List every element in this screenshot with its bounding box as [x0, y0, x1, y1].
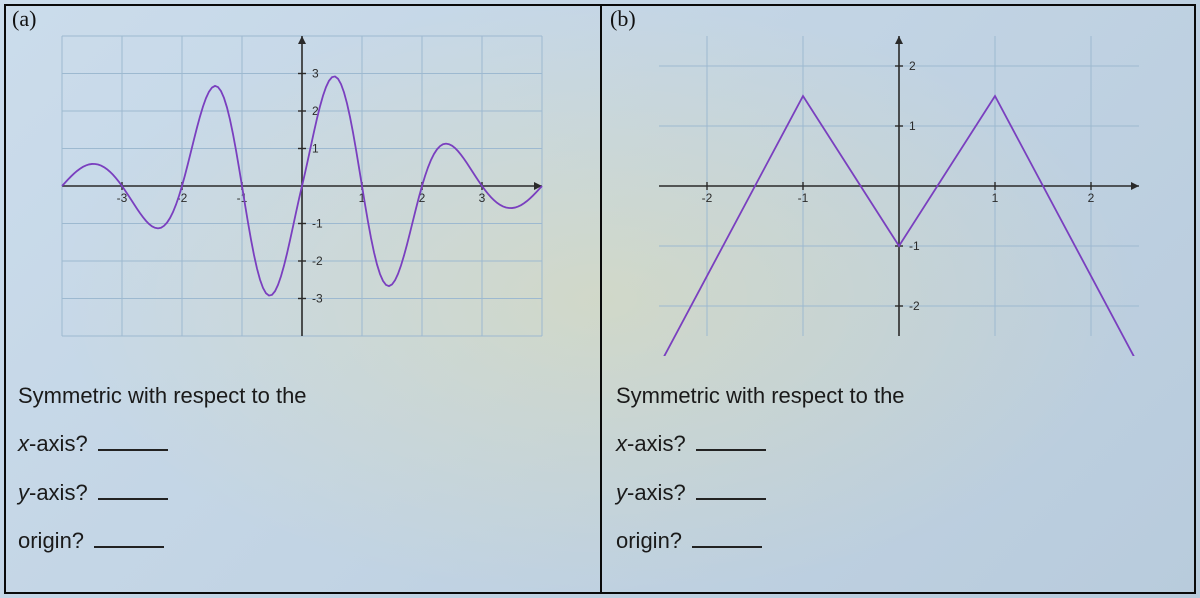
blank-b-origin[interactable] [692, 524, 762, 548]
questions-heading: Symmetric with respect to the [616, 372, 1182, 420]
panel-a-chart: -3-2-1123-3-2-1123 [42, 16, 562, 356]
blank-a-yaxis[interactable] [98, 476, 168, 500]
panel-b-chart: -2 -1 1 2 -2 -1 1 2 [639, 16, 1159, 356]
svg-text:-1: -1 [237, 191, 248, 205]
svg-text:-1: -1 [312, 217, 323, 231]
question-xaxis: x-axis? [616, 420, 1182, 468]
question-origin: origin? [616, 517, 1182, 565]
blank-b-yaxis[interactable] [696, 476, 766, 500]
svg-text:3: 3 [479, 191, 486, 205]
blank-b-xaxis[interactable] [696, 427, 766, 451]
svg-text:2: 2 [1088, 191, 1095, 205]
svg-text:3: 3 [312, 67, 319, 81]
blank-a-xaxis[interactable] [98, 427, 168, 451]
svg-text:1: 1 [909, 119, 916, 133]
two-column-layout: (a) -3-2-1123-3-2-1123 Symmetric with re… [4, 4, 1196, 594]
svg-text:-2: -2 [702, 191, 713, 205]
panel-a: (a) -3-2-1123-3-2-1123 Symmetric with re… [4, 4, 600, 594]
svg-text:-2: -2 [909, 299, 920, 313]
panel-b-chart-wrap: -2 -1 1 2 -2 -1 1 2 [616, 16, 1182, 356]
question-yaxis: y-axis? [616, 469, 1182, 517]
question-origin: origin? [18, 517, 586, 565]
panel-a-chart-wrap: -3-2-1123-3-2-1123 [18, 16, 586, 356]
question-xaxis: x-axis? [18, 420, 586, 468]
svg-text:-1: -1 [798, 191, 809, 205]
svg-text:-2: -2 [312, 254, 323, 268]
panel-b: (b) -2-112-2-112 Symmetric with respect … [600, 4, 1196, 594]
panel-b-questions: Symmetric with respect to the x-axis? y-… [616, 372, 1182, 566]
svg-text:2: 2 [909, 59, 916, 73]
svg-text:-1: -1 [909, 239, 920, 253]
panel-a-questions: Symmetric with respect to the x-axis? y-… [18, 372, 586, 566]
svg-text:1: 1 [312, 142, 319, 156]
svg-text:-3: -3 [312, 292, 323, 306]
svg-text:1: 1 [992, 191, 999, 205]
question-yaxis: y-axis? [18, 469, 586, 517]
questions-heading: Symmetric with respect to the [18, 372, 586, 420]
blank-a-origin[interactable] [94, 524, 164, 548]
